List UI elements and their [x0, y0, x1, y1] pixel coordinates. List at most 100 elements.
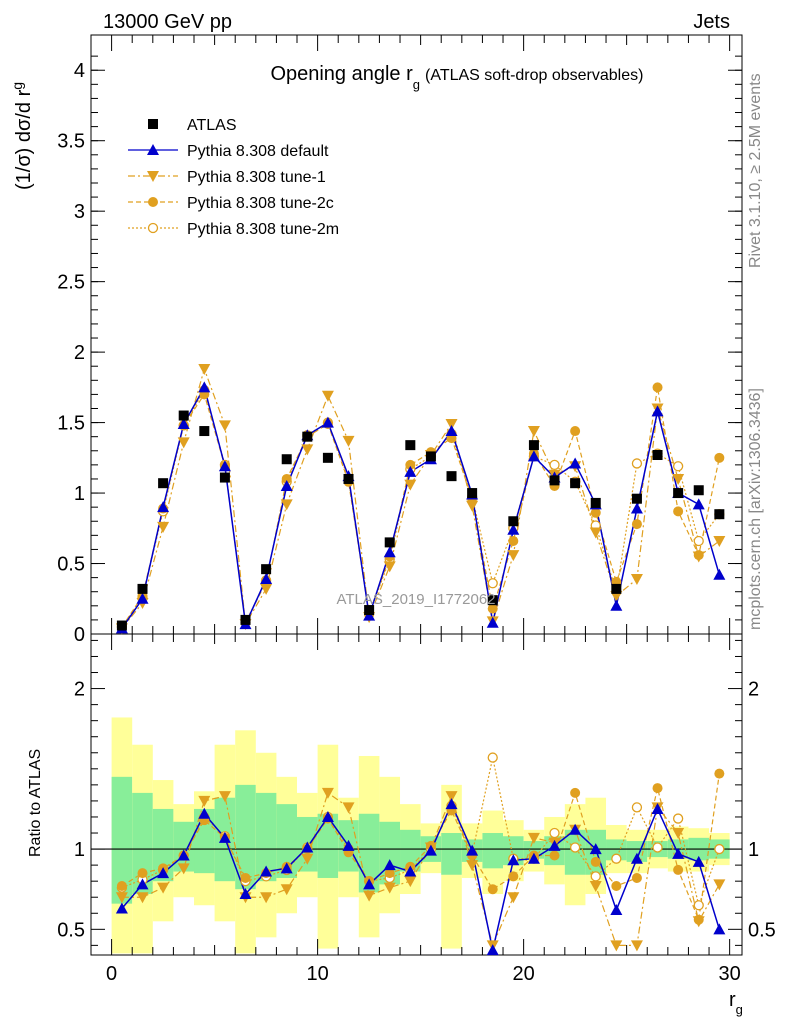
main-point — [508, 535, 519, 546]
legend-entry: Pythia 8.308 tune-2c — [187, 195, 334, 212]
ratio-series-line — [121, 791, 720, 948]
ratio-point — [672, 847, 685, 859]
main-point — [652, 450, 663, 461]
main-point — [692, 551, 705, 563]
ratio-point — [136, 892, 149, 904]
main-title: Opening angle rg — [270, 63, 420, 92]
ratio-point — [487, 884, 498, 895]
main-point — [405, 440, 416, 451]
main-y-tick-label: 2.5 — [57, 272, 85, 294]
ratio-y-tick-label-left: 0.5 — [57, 919, 85, 941]
main-point — [508, 516, 519, 527]
main-point — [611, 583, 622, 594]
ratio-point — [630, 852, 643, 864]
plot-frames — [90, 34, 743, 956]
ratio-point — [589, 843, 602, 855]
ratio-point — [445, 791, 458, 803]
main-point — [383, 561, 396, 573]
ratio-point — [486, 944, 499, 956]
ratio-band-inner — [235, 784, 256, 890]
legend-marker — [147, 171, 159, 182]
axis-ticks: 00.511.522.533.540.5 0.51 12 20 10 20 30 — [57, 35, 776, 985]
main-point — [631, 519, 642, 530]
ratio-point — [507, 892, 520, 904]
main-point — [364, 605, 375, 616]
main-point — [630, 574, 643, 586]
main-point — [528, 440, 539, 451]
analysis-watermark: ATLAS_2019_I1772062 — [336, 591, 495, 608]
main-y-tick-label: 3.5 — [57, 131, 85, 153]
main-point — [651, 405, 664, 417]
main-point — [487, 595, 498, 606]
ratio-point — [466, 844, 479, 856]
ratio-point — [487, 752, 498, 763]
main-point — [281, 454, 292, 465]
main-point — [219, 472, 230, 483]
ratio-point — [714, 768, 725, 779]
ratio-point — [321, 787, 334, 799]
main-point — [137, 583, 148, 594]
ratio-band-inner — [255, 792, 277, 882]
main-point — [673, 488, 684, 499]
rivet-label: Rivet 3.1.10, ≥ 2.5M events — [747, 73, 764, 268]
ratio-point — [157, 882, 170, 894]
main-point — [549, 459, 560, 471]
ratio-point — [610, 904, 623, 916]
ratio-uncertainty-bands — [111, 717, 730, 954]
main-point — [363, 609, 376, 621]
ratio-point — [589, 880, 602, 892]
ratio-point — [218, 791, 231, 803]
ratio-point — [384, 868, 395, 879]
main-point — [589, 527, 602, 539]
main-point — [280, 480, 293, 492]
ratio-point — [404, 876, 417, 888]
main-y-tick-label: 1.5 — [57, 413, 85, 435]
ratio-point — [713, 879, 726, 891]
ratio-point — [631, 872, 642, 883]
main-point — [198, 364, 211, 376]
main-point — [487, 603, 498, 614]
ratio-point — [115, 902, 128, 914]
x-tick-label: 20 — [513, 963, 535, 985]
ratio-point — [363, 890, 376, 902]
ratio-point — [240, 872, 251, 883]
ratio-point — [692, 916, 705, 928]
ratio-point — [672, 828, 685, 840]
ratio-point — [548, 839, 561, 851]
legend-marker — [147, 144, 159, 155]
main-point — [321, 416, 334, 428]
main-point — [673, 506, 684, 517]
ratio-point — [404, 865, 417, 877]
ratio-point — [466, 860, 479, 872]
ratio-band-inner — [111, 776, 133, 904]
ratio-point — [527, 852, 540, 864]
main-point — [446, 471, 457, 482]
ratio-band-inner — [441, 833, 462, 875]
main-point — [693, 485, 704, 496]
legend-entry: Pythia 8.308 default — [187, 143, 329, 160]
legend-marker — [147, 222, 159, 234]
mcplots-label: mcplots.cern.ch [arXiv:1306.3436] — [747, 388, 764, 630]
ratio-band-inner — [523, 841, 545, 859]
ratio-point — [508, 871, 519, 882]
legend-entry: ATLAS — [187, 117, 237, 134]
main-point — [116, 620, 127, 631]
main-series-line — [121, 388, 720, 628]
legend-marker — [148, 197, 158, 207]
ratio-band-inner — [152, 808, 174, 882]
main-y-tick-label: 4 — [74, 60, 85, 82]
ratio-point — [652, 842, 663, 853]
main-point — [630, 502, 643, 514]
ratio-point — [651, 802, 664, 814]
ratio-point — [713, 923, 726, 935]
main-point — [405, 459, 416, 470]
ratio-band-inner — [132, 792, 153, 895]
ratio-point — [383, 859, 396, 871]
main-point — [445, 418, 458, 430]
main-point — [260, 583, 273, 595]
ratio-point — [590, 856, 601, 867]
ratio-point — [631, 802, 643, 813]
main-y-tick-label: 2 — [74, 342, 85, 364]
main-point — [527, 426, 540, 438]
main-point — [486, 616, 499, 628]
